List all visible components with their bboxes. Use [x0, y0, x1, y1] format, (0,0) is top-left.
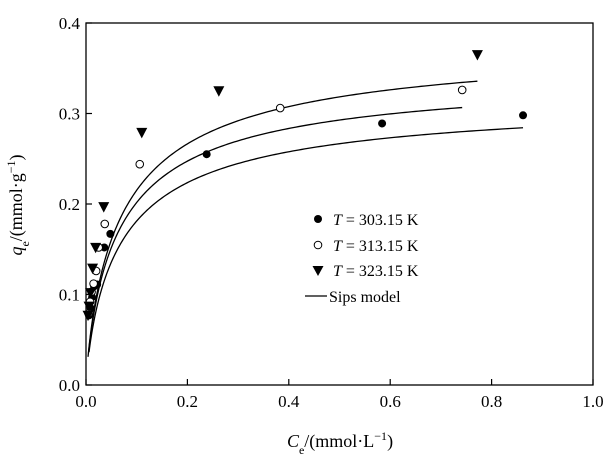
data-point-s0-7 [202, 150, 211, 159]
x-tick-label-5: 1.0 [582, 392, 603, 411]
legend-label-303: T = 303.15 K [333, 212, 419, 229]
data-point-s0-8 [378, 119, 387, 128]
y-tick-label-0: 0.0 [59, 376, 80, 395]
x-axis-title: Ce/(mmol·L−1) [287, 429, 393, 457]
y-tick-label-4: 0.4 [59, 14, 81, 33]
data-point-s0-6 [106, 229, 115, 238]
data-point-s1-8 [275, 103, 285, 113]
y-axis-title: qe/(mmol·g−1) [4, 154, 32, 255]
data-point-s2-1 [83, 301, 95, 313]
data-point-s2-6 [136, 127, 148, 139]
legend-label-313: T = 313.15 K [333, 238, 419, 255]
data-point-s1-6 [100, 219, 110, 229]
legend-marker-open-circle [313, 240, 323, 250]
x-tick-label-4: 0.8 [481, 392, 502, 411]
sips-fit-curve-2 [87, 80, 478, 357]
x-tick-label-1: 0.2 [177, 392, 198, 411]
x-tick-label-3: 0.6 [380, 392, 401, 411]
plot-frame [85, 22, 594, 386]
data-point-s2-7 [213, 86, 225, 97]
data-point-s2-2 [85, 288, 97, 299]
legend: T = 303.15 K T = 313.15 K T = 323.15 K S… [305, 212, 419, 306]
x-tick-label-0: 0.0 [75, 392, 96, 411]
data-point-s1-7 [135, 159, 145, 169]
y-tick-label-3: 0.3 [59, 105, 80, 124]
legend-marker-filled-circle [314, 215, 322, 223]
y-tick-label-1: 0.1 [59, 286, 80, 305]
sips-fit-curve-1 [87, 106, 463, 353]
legend-label-sips: Sips model [329, 289, 401, 306]
data-point-s0-9 [519, 111, 528, 120]
data-point-s1-9 [457, 85, 467, 95]
sips-fit-curve-0 [88, 127, 524, 352]
data-point-s1-3 [89, 279, 98, 288]
data-point-s2-8 [471, 50, 483, 61]
y-tick-label-2: 0.2 [59, 195, 80, 214]
legend-marker-filled-triangle [312, 266, 324, 276]
x-tick-label-2: 0.4 [278, 392, 300, 411]
data-point-s2-5 [98, 202, 110, 213]
data-point-s2-4 [90, 242, 102, 254]
data-point-s2-3 [87, 263, 99, 275]
legend-label-323: T = 323.15 K [333, 263, 419, 280]
data-point-s2-0 [82, 310, 94, 322]
